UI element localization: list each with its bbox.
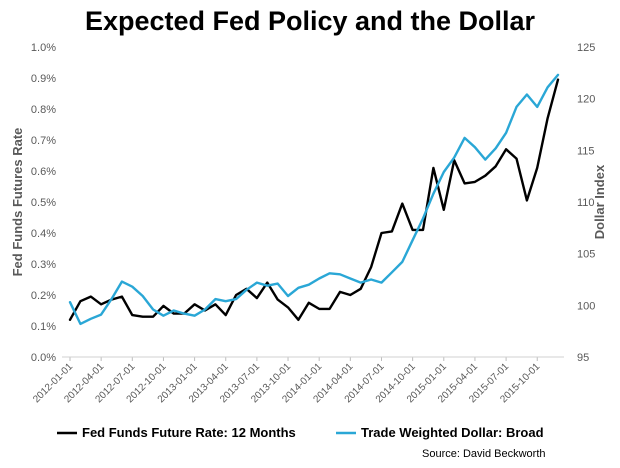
right-tick-label: 110	[577, 197, 595, 209]
right-tick-label: 95	[577, 352, 589, 364]
left-tick-label: 0.9%	[31, 73, 56, 85]
legend-label-fed-funds: Fed Funds Future Rate: 12 Months	[82, 425, 296, 440]
right-tick-label: 125	[577, 42, 595, 54]
chart-title: Expected Fed Policy and the Dollar	[85, 6, 536, 36]
left-tick-label: 0.6%	[31, 166, 56, 178]
left-tick-label: 0.4%	[31, 228, 56, 240]
legend-label-dollar: Trade Weighted Dollar: Broad	[361, 425, 544, 440]
left-tick-label: 0.0%	[31, 352, 56, 364]
left-y-axis: 0.0% 0.1% 0.2% 0.3% 0.4% 0.5% 0.6% 0.7% 0.8% 0.9%…	[31, 42, 56, 364]
left-tick-label: 1.0%	[31, 42, 56, 54]
left-tick-label: 0.8%	[31, 104, 56, 116]
x-axis: 2012-01-012012-04-012012-07-012012-10-01…	[31, 357, 543, 405]
right-y-axis: 95 100 105 110 115 120 125	[577, 42, 595, 364]
right-tick-label: 115	[577, 145, 595, 157]
legend: Fed Funds Future Rate: 12 Months Trade W…	[57, 425, 544, 440]
right-axis-label: Dollar Index	[592, 164, 607, 239]
left-tick-label: 0.7%	[31, 135, 56, 147]
fed-funds-rate-line	[68, 78, 560, 321]
left-tick-label: 0.2%	[31, 290, 56, 302]
left-tick-label: 0.3%	[31, 259, 56, 271]
trade-weighted-dollar-line	[68, 73, 560, 326]
right-tick-label: 100	[577, 300, 595, 312]
source-note: Source: David Beckworth	[422, 448, 546, 460]
left-axis-label: Fed Funds Futures Rate	[10, 128, 25, 277]
left-tick-label: 0.1%	[31, 321, 56, 333]
right-tick-label: 120	[577, 94, 595, 106]
right-tick-label: 105	[577, 249, 595, 261]
series-lines	[68, 73, 560, 326]
left-tick-label: 0.5%	[31, 197, 56, 209]
